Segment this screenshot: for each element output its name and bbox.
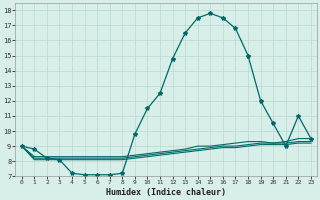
X-axis label: Humidex (Indice chaleur): Humidex (Indice chaleur) [106, 188, 226, 197]
